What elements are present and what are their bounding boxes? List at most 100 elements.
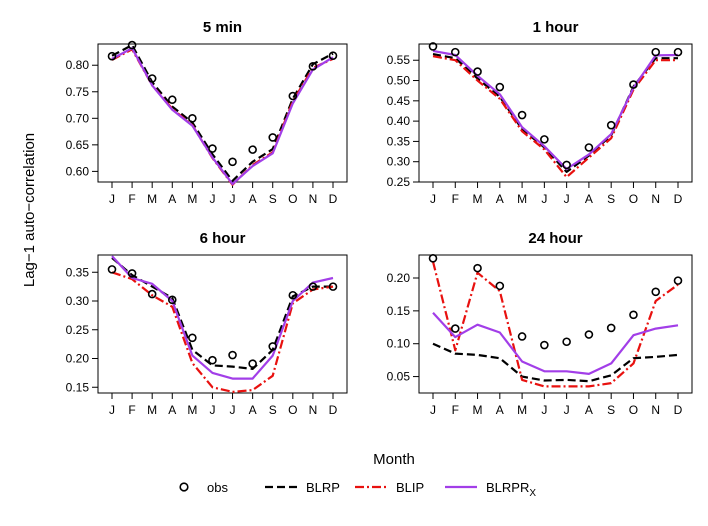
x-tick-label: O — [288, 192, 297, 206]
legend-label: BLIP — [396, 480, 424, 495]
obs-point — [584, 330, 594, 339]
x-tick-label: M — [473, 192, 483, 206]
x-tick-label: A — [496, 192, 504, 206]
obs-point — [495, 82, 505, 92]
legend-label: obs — [207, 480, 228, 495]
y-tick-label: 0.35 — [66, 265, 90, 279]
obs-point — [228, 157, 237, 167]
obs-point — [328, 282, 338, 291]
x-tick-label: N — [651, 403, 660, 417]
x-tick-label: A — [585, 192, 593, 206]
panel-title: 1 hour — [533, 19, 579, 36]
obs-point — [428, 42, 438, 51]
y-tick-label: 0.20 — [66, 352, 90, 366]
series-line-blip — [432, 55, 678, 179]
series-line-blip — [111, 271, 334, 393]
x-tick-label: J — [230, 192, 236, 206]
obs-point — [188, 333, 197, 343]
obs-point — [167, 95, 177, 105]
obs-point — [147, 74, 157, 83]
y-tick-label: 0.15 — [387, 304, 411, 318]
obs-point — [540, 340, 549, 350]
x-tick-label: O — [629, 403, 638, 417]
x-tick-label: J — [230, 403, 236, 417]
obs-point — [495, 281, 505, 291]
x-tick-label: A — [168, 192, 176, 206]
x-tick-label: S — [269, 192, 277, 206]
legend-swatch — [179, 482, 189, 492]
y-tick-label: 0.55 — [387, 53, 411, 67]
y-tick-label: 0.10 — [387, 337, 411, 351]
y-tick-label: 0.45 — [387, 94, 411, 108]
series-line-blrp — [111, 257, 333, 370]
obs-point — [562, 337, 571, 347]
x-tick-label: M — [517, 403, 527, 417]
obs-point — [450, 47, 460, 57]
x-tick-label: J — [209, 192, 215, 206]
y-tick-label: 0.50 — [387, 74, 411, 88]
panel-title: 6 hour — [200, 230, 246, 247]
x-tick-label: J — [209, 403, 215, 417]
obs-point — [629, 80, 638, 89]
plot-frame — [418, 254, 693, 394]
y-tick-label: 0.30 — [66, 294, 90, 308]
legend-item-obs: obs — [179, 480, 228, 495]
obs-point — [107, 265, 117, 274]
x-tick-label: N — [309, 403, 318, 417]
x-tick-label: J — [541, 192, 547, 206]
x-tick-label: F — [128, 403, 135, 417]
x-tick-label: M — [517, 192, 527, 206]
obs-point — [606, 120, 616, 130]
y-tick-label: 0.35 — [387, 134, 411, 148]
x-tick-label: S — [607, 192, 615, 206]
x-tick-label: S — [269, 403, 277, 417]
plot-frame — [97, 254, 348, 394]
x-tick-label: A — [249, 192, 257, 206]
x-tick-label: S — [607, 403, 615, 417]
plot-frame — [418, 43, 693, 183]
x-tick-label: M — [187, 192, 197, 206]
obs-point — [208, 144, 217, 153]
y-tick-label: 0.80 — [66, 58, 90, 72]
x-tick-label: J — [564, 403, 570, 417]
obs-point — [428, 253, 438, 263]
x-tick-label: J — [430, 192, 436, 206]
obs-point — [540, 135, 549, 144]
x-tick-label: O — [629, 192, 638, 206]
y-tick-label: 0.60 — [66, 164, 90, 178]
x-axis-title: Month — [373, 451, 415, 468]
plot-frame — [97, 43, 348, 183]
x-tick-label: A — [496, 403, 504, 417]
y-tick-label: 0.20 — [387, 271, 411, 285]
series-line-blrp — [432, 53, 678, 173]
legend: obs BLRP BLIP BLRPRX — [179, 480, 536, 499]
obs-point — [208, 355, 217, 365]
x-tick-label: N — [651, 192, 660, 206]
obs-point — [288, 290, 298, 300]
obs-point — [228, 350, 237, 360]
series-line-blrprx — [111, 255, 334, 380]
y-tick-label: 0.05 — [387, 370, 411, 384]
obs-point — [673, 47, 683, 57]
x-tick-label: M — [187, 403, 197, 417]
series-line-blrp — [111, 44, 334, 182]
obs-point — [188, 114, 197, 123]
obs-point — [147, 289, 157, 299]
obs-point — [127, 269, 137, 278]
x-tick-label: A — [249, 403, 257, 417]
obs-point — [107, 51, 117, 61]
x-tick-label: D — [674, 403, 683, 417]
obs-point — [248, 359, 257, 368]
x-tick-label: J — [430, 403, 436, 417]
x-tick-label: J — [564, 192, 570, 206]
x-tick-label: O — [288, 403, 297, 417]
obs-point — [473, 263, 482, 273]
obs-point — [517, 110, 527, 120]
obs-point — [127, 40, 137, 50]
x-tick-label: D — [674, 192, 683, 206]
x-tick-label: D — [329, 192, 338, 206]
